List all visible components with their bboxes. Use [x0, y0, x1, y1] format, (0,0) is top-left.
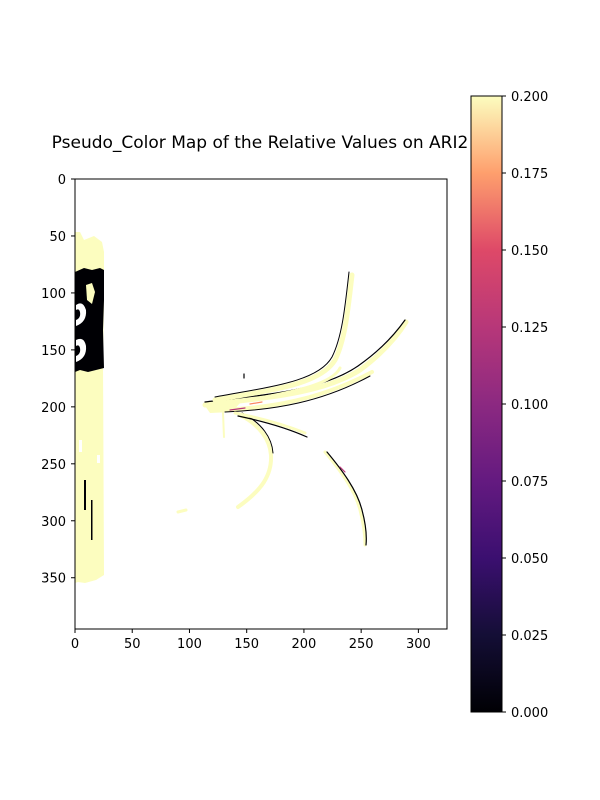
- colorbar-tick-label: 0.050: [511, 552, 548, 567]
- colorbar-tick-label: 0.150: [511, 244, 548, 259]
- y-tick-label: 150: [41, 344, 66, 359]
- y-tick-label: 200: [41, 401, 66, 416]
- vein-stub: [222, 412, 225, 438]
- left-dark-block-light-patch: [86, 283, 95, 304]
- vein-traces: [176, 271, 409, 547]
- left-strip-speck: [84, 480, 86, 510]
- plot-background: [75, 179, 447, 629]
- colorbar-tick-label: 0.200: [511, 90, 548, 105]
- x-tick-label: 300: [406, 637, 431, 652]
- y-tick-label: 0: [58, 173, 66, 188]
- left-dark-block-glyph: [76, 303, 87, 326]
- vein-edge-mark: [339, 466, 346, 473]
- vein-lower-left: [236, 413, 274, 509]
- colorbar-gradient: [470, 95, 503, 713]
- vein-upper-right-edge: [204, 319, 406, 403]
- y-tick-label: 50: [49, 230, 66, 245]
- vein-lower-middle-edge: [237, 415, 308, 438]
- left-strip-speck: [79, 440, 82, 452]
- vein-fragment: [176, 508, 188, 514]
- vein-edge-mark: [249, 401, 263, 405]
- vein-lower-right-edge: [326, 451, 367, 546]
- y-tick-label: 100: [41, 287, 66, 302]
- y-tick-label: 300: [41, 515, 66, 530]
- colorbar: [470, 95, 503, 713]
- x-axis: 0 50 100 150 200 250 300: [71, 629, 431, 652]
- colorbar-ticks: 0.000 0.025 0.050 0.075 0.100 0.125 0.150 0.175…: [502, 90, 548, 721]
- vein-edge-mark: [229, 407, 246, 411]
- colorbar-tick-label: 0.175: [511, 167, 548, 182]
- colorbar-tick-label: 0.125: [511, 321, 548, 336]
- x-tick-label: 200: [292, 637, 317, 652]
- x-tick-label: 0: [71, 637, 79, 652]
- vein-lower-right: [323, 450, 367, 547]
- vein-upper-inner: [218, 366, 342, 407]
- x-tick-label: 250: [349, 637, 374, 652]
- colorbar-tick-label: 0.000: [511, 706, 548, 721]
- heatmap-plot-area: [74, 178, 448, 630]
- chart-title: Pseudo_Color Map of the Relative Values …: [52, 133, 469, 153]
- heatmap-cells: [75, 232, 409, 583]
- left-dark-block-glyph: [76, 338, 87, 362]
- vein-middle-right-edge: [224, 375, 371, 413]
- colorbar-tick-label: 0.100: [511, 398, 548, 413]
- vein-upper: [212, 272, 355, 403]
- vein-lower-middle: [233, 411, 307, 435]
- colorbar-tick-label: 0.075: [511, 475, 548, 490]
- y-tick-label: 350: [41, 572, 66, 587]
- left-strip-speck: [91, 500, 93, 540]
- x-tick-label: 100: [177, 637, 202, 652]
- y-tick-label: 250: [41, 458, 66, 473]
- plot-frame: [74, 178, 448, 630]
- x-tick-label: 50: [124, 637, 141, 652]
- vein-upper-edge: [214, 271, 350, 398]
- left-strip-speck: [97, 455, 100, 463]
- colorbar-tick-label: 0.025: [511, 629, 548, 644]
- y-axis: 0 50 100 150 200 250 300 350: [41, 173, 75, 587]
- x-tick-label: 150: [234, 637, 259, 652]
